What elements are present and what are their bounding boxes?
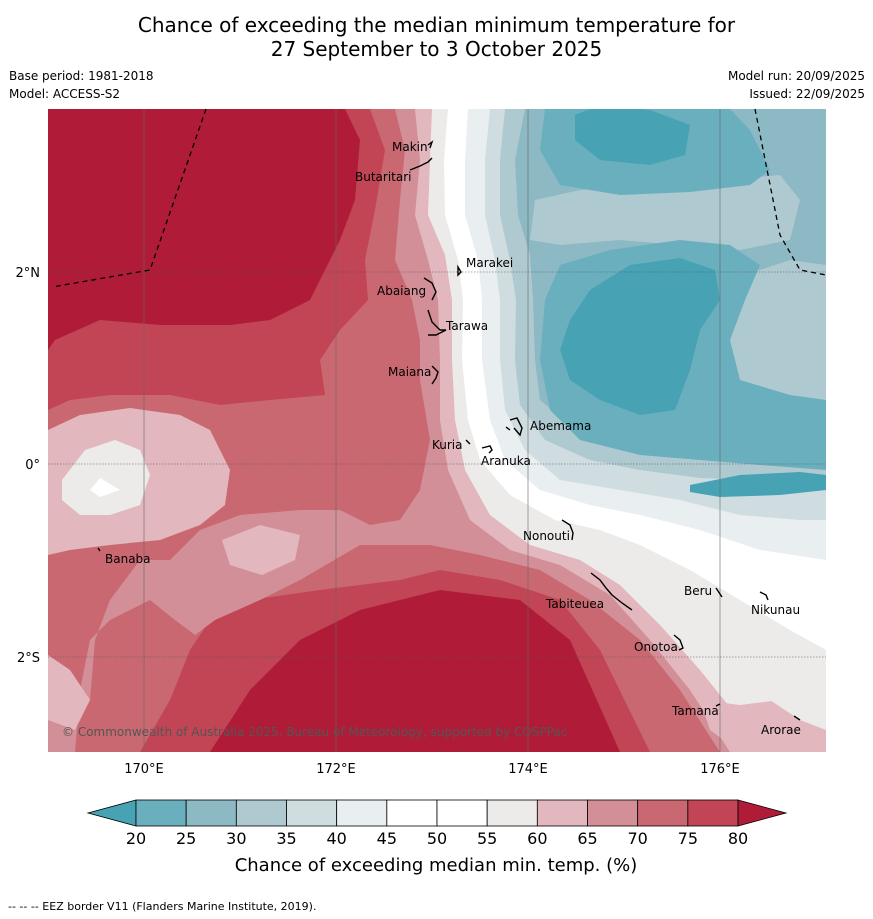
label-banaba: Banaba [105,552,151,566]
colorbar-tick-label: 50 [427,829,447,848]
label-kuria: Kuria [432,438,463,452]
lon-tick-172: 172°E [316,762,356,777]
lon-tick-170: 170°E [124,762,164,777]
zone-west-55-60 [62,440,150,515]
colorbar-segment [486,799,538,827]
label-beru: Beru [684,584,712,598]
copyright-notice: © Commonwealth of Australia 2025, Bureau… [62,725,567,739]
label-maiana: Maiana [388,365,431,379]
colorbar-segment [235,799,287,827]
lat-tick-0: 0° [25,458,40,473]
label-marakei: Marakei [466,256,513,270]
island-labels: Makin Butaritari Marakei Abaiang Tarawa … [105,140,801,737]
colorbar-extend-high [737,799,788,827]
zone-20-east-core [690,472,826,497]
label-onotoa: Onotoa [634,640,678,654]
colorbar-tick-label: 25 [176,829,196,848]
zone-30-35-pocket [530,175,800,250]
lon-tick-176: 176°E [700,762,740,777]
colorbar-segment [336,799,388,827]
zone-west-white [90,478,120,497]
colorbar: 20 25 30 35 40 45 50 55 60 65 70 75 80 [86,799,788,848]
lat-tick-labels: 2°N 0° 2°S [16,266,41,666]
gridlines [143,109,721,752]
colorbar-segment [386,799,438,827]
lon-tick-labels: 170°E 172°E 174°E 176°E [124,762,740,777]
footer-note: -- -- -- EEZ border V11 (Flanders Marine… [8,900,317,913]
colorbar-segment [587,799,639,827]
colorbar-tick-label: 35 [276,829,296,848]
label-abemama: Abemama [530,419,591,433]
title-line-2: 27 September to 3 October 2025 [270,37,603,61]
zone-se-grey [740,665,826,730]
colorbar-segment [185,799,237,827]
colorbar-tick-label: 20 [126,829,146,848]
lat-tick-2s: 2°S [17,651,40,666]
colorbar-segment [135,799,187,827]
zone-20-central-core [560,258,720,415]
label-makin: Makin [392,140,428,154]
label-tabiteuea: Tabiteuea [545,597,604,611]
zone-sw-pale [48,655,90,730]
colorbar-tick-label: 30 [226,829,246,848]
label-butaritari: Butaritari [355,170,412,184]
label-nonouti: Nonouti [523,529,570,543]
colorbar-segment [436,799,488,827]
map-figure: Makin Butaritari Marakei Abaiang Tarawa … [16,108,827,876]
model-name: Model: ACCESS-S2 [9,87,121,101]
label-tarawa: Tarawa [445,319,488,333]
issued-date: Issued: 22/09/2025 [749,87,865,101]
label-nikunau: Nikunau [751,603,800,617]
probability-field [48,109,826,752]
colorbar-tick-label: 80 [728,829,748,848]
colorbar-extend-low [86,799,137,827]
colorbar-segment [687,799,739,827]
label-abaiang: Abaiang [377,284,426,298]
eez-border [51,108,827,288]
colorbar-tick-label: 45 [377,829,397,848]
zone-west-pocket [222,525,300,575]
colorbar-tick-label: 40 [326,829,346,848]
label-aranuka: Aranuka [481,454,531,468]
label-tamana: Tamana [671,704,719,718]
island-shapes [97,140,801,721]
model-run: Model run: 20/09/2025 [727,69,865,83]
zone-20-north-core [575,109,690,165]
colorbar-tick-label: 70 [627,829,647,848]
colorbar-title: Chance of exceeding median min. temp. (%… [235,855,638,876]
base-period: Base period: 1981-2018 [9,69,154,83]
lat-gridlines [48,271,826,658]
lon-tick-174: 174°E [508,762,548,777]
title-line-1: Chance of exceeding the median minimum t… [137,13,736,37]
colorbar-tick-label: 60 [527,829,547,848]
colorbar-tick-label: 65 [577,829,597,848]
colorbar-segment [637,799,689,827]
label-arorae: Arorae [761,723,801,737]
colorbar-tick-label: 75 [678,829,698,848]
colorbar-segment [536,799,588,827]
colorbar-segment [286,799,338,827]
zone-east-light [730,260,826,420]
colorbar-tick-label: 55 [477,829,497,848]
lat-tick-2n: 2°N [16,266,41,281]
